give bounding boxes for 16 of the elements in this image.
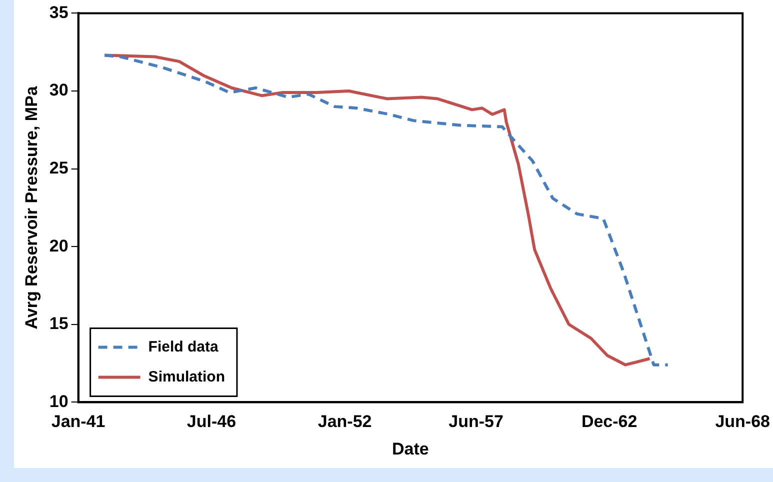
x-axis-title: Date bbox=[392, 439, 429, 458]
legend-label: Field data bbox=[148, 338, 219, 356]
x-tick-label: Jun-57 bbox=[448, 412, 504, 432]
x-tick-label: Dec-62 bbox=[581, 412, 638, 432]
y-tick-label: 20 bbox=[49, 236, 68, 256]
x-tick-label: Jan-52 bbox=[318, 412, 372, 432]
y-axis-title: Avrg Reservoir Pressure, MPa bbox=[22, 86, 41, 330]
x-tick-label: Jul-46 bbox=[186, 412, 236, 432]
x-tick-label: Jun-68 bbox=[715, 412, 770, 432]
x-tick-label: Jan-41 bbox=[51, 412, 106, 432]
y-tick-label: 30 bbox=[49, 80, 68, 100]
y-tick-label: 35 bbox=[49, 2, 68, 22]
y-tick-label: 15 bbox=[49, 314, 68, 334]
y-tick-label: 10 bbox=[49, 392, 68, 411]
legend-label: Simulation bbox=[148, 368, 225, 386]
y-tick-label: 25 bbox=[49, 158, 68, 178]
